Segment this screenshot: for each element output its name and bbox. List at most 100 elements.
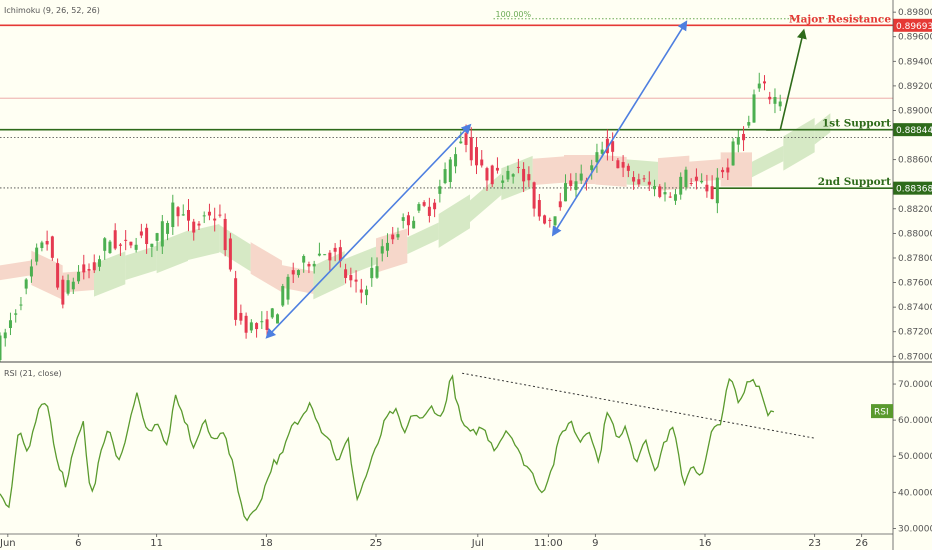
candle-body[interactable] xyxy=(56,263,60,288)
candle-body[interactable] xyxy=(543,215,547,224)
candle-body[interactable] xyxy=(558,201,562,208)
candle-body[interactable] xyxy=(302,256,306,263)
candle-body[interactable] xyxy=(129,241,133,246)
candle-body[interactable] xyxy=(244,315,248,333)
candle-body[interactable] xyxy=(574,181,578,191)
candle-body[interactable] xyxy=(113,230,117,249)
candle-body[interactable] xyxy=(71,281,75,290)
candle-body[interactable] xyxy=(663,192,667,195)
projection-arrow-1[interactable] xyxy=(265,123,472,339)
candle-body[interactable] xyxy=(742,133,746,141)
candle-body[interactable] xyxy=(396,234,400,238)
candle-body[interactable] xyxy=(658,186,662,197)
candle-body[interactable] xyxy=(187,209,191,221)
candle-body[interactable] xyxy=(24,279,28,289)
candle-body[interactable] xyxy=(270,308,274,318)
candle-body[interactable] xyxy=(412,220,416,229)
candle-body[interactable] xyxy=(632,177,636,182)
candle-body[interactable] xyxy=(621,162,625,168)
candle-body[interactable] xyxy=(176,207,180,217)
candle-body[interactable] xyxy=(260,321,264,323)
candle-body[interactable] xyxy=(375,266,379,278)
candle-body[interactable] xyxy=(344,269,348,278)
candle-body[interactable] xyxy=(616,160,620,169)
projection-arrow-2[interactable] xyxy=(551,20,688,237)
candle-body[interactable] xyxy=(328,252,332,261)
candle-body[interactable] xyxy=(370,267,374,279)
candle-body[interactable] xyxy=(171,202,175,228)
candle-body[interactable] xyxy=(590,165,594,171)
candle-body[interactable] xyxy=(564,183,568,202)
candle-body[interactable] xyxy=(228,238,232,270)
candle-body[interactable] xyxy=(694,176,698,181)
candle-body[interactable] xyxy=(276,314,280,324)
candle-body[interactable] xyxy=(296,270,300,276)
candle-body[interactable] xyxy=(365,289,369,296)
candle-body[interactable] xyxy=(385,242,389,251)
candle-body[interactable] xyxy=(469,137,473,161)
candle-body[interactable] xyxy=(349,275,353,281)
candle-body[interactable] xyxy=(145,227,149,245)
candle-body[interactable] xyxy=(124,239,128,241)
candle-body[interactable] xyxy=(19,304,23,306)
candle-body[interactable] xyxy=(82,264,86,273)
candle-body[interactable] xyxy=(92,262,96,271)
candle-body[interactable] xyxy=(380,246,384,254)
candle-body[interactable] xyxy=(139,231,143,236)
candle-body[interactable] xyxy=(532,182,536,209)
candle-body[interactable] xyxy=(778,101,782,107)
candle-body[interactable] xyxy=(705,184,709,192)
candle-body[interactable] xyxy=(501,180,505,183)
candle-body[interactable] xyxy=(87,269,91,271)
candle-body[interactable] xyxy=(406,215,410,226)
rsi-line[interactable] xyxy=(0,374,775,522)
candle-body[interactable] xyxy=(77,271,81,282)
candle-body[interactable] xyxy=(579,173,583,181)
candle-body[interactable] xyxy=(762,81,766,84)
candle-body[interactable] xyxy=(721,169,725,173)
candle-body[interactable] xyxy=(773,97,777,104)
candle-body[interactable] xyxy=(103,238,107,251)
candle-body[interactable] xyxy=(516,166,520,168)
candle-body[interactable] xyxy=(637,179,641,185)
candle-body[interactable] xyxy=(474,147,478,166)
candle-body[interactable] xyxy=(459,141,463,144)
candle-body[interactable] xyxy=(668,196,672,198)
candle-body[interactable] xyxy=(684,169,688,188)
candle-body[interactable] xyxy=(155,233,159,241)
candle-body[interactable] xyxy=(3,332,7,339)
rsi-trendline[interactable] xyxy=(462,372,815,439)
candle-body[interactable] xyxy=(197,223,201,226)
candle-body[interactable] xyxy=(29,266,33,277)
candle-body[interactable] xyxy=(653,186,657,190)
candle-body[interactable] xyxy=(45,240,49,245)
candle-body[interactable] xyxy=(757,83,761,89)
candle-body[interactable] xyxy=(642,178,646,180)
candle-body[interactable] xyxy=(255,323,259,330)
candle-body[interactable] xyxy=(359,289,363,293)
candle-body[interactable] xyxy=(731,141,735,166)
candle-body[interactable] xyxy=(548,219,552,221)
candle-body[interactable] xyxy=(317,253,321,256)
candle-body[interactable] xyxy=(710,186,714,200)
candle-body[interactable] xyxy=(427,206,431,216)
candle-body[interactable] xyxy=(223,218,227,251)
candle-body[interactable] xyxy=(464,133,468,145)
candle-body[interactable] xyxy=(265,319,269,330)
candle-body[interactable] xyxy=(66,280,70,294)
candle-body[interactable] xyxy=(160,221,164,247)
candle-body[interactable] xyxy=(207,211,211,216)
candle-body[interactable] xyxy=(239,312,243,321)
candle-body[interactable] xyxy=(0,335,2,360)
candle-body[interactable] xyxy=(333,247,337,252)
candle-body[interactable] xyxy=(234,278,238,320)
candle-body[interactable] xyxy=(715,177,719,204)
candle-body[interactable] xyxy=(202,215,206,217)
candle-body[interactable] xyxy=(511,174,515,177)
candle-body[interactable] xyxy=(522,168,526,182)
candle-body[interactable] xyxy=(249,322,253,331)
candle-body[interactable] xyxy=(747,122,751,126)
candle-body[interactable] xyxy=(454,154,458,167)
candle-body[interactable] xyxy=(726,167,730,173)
